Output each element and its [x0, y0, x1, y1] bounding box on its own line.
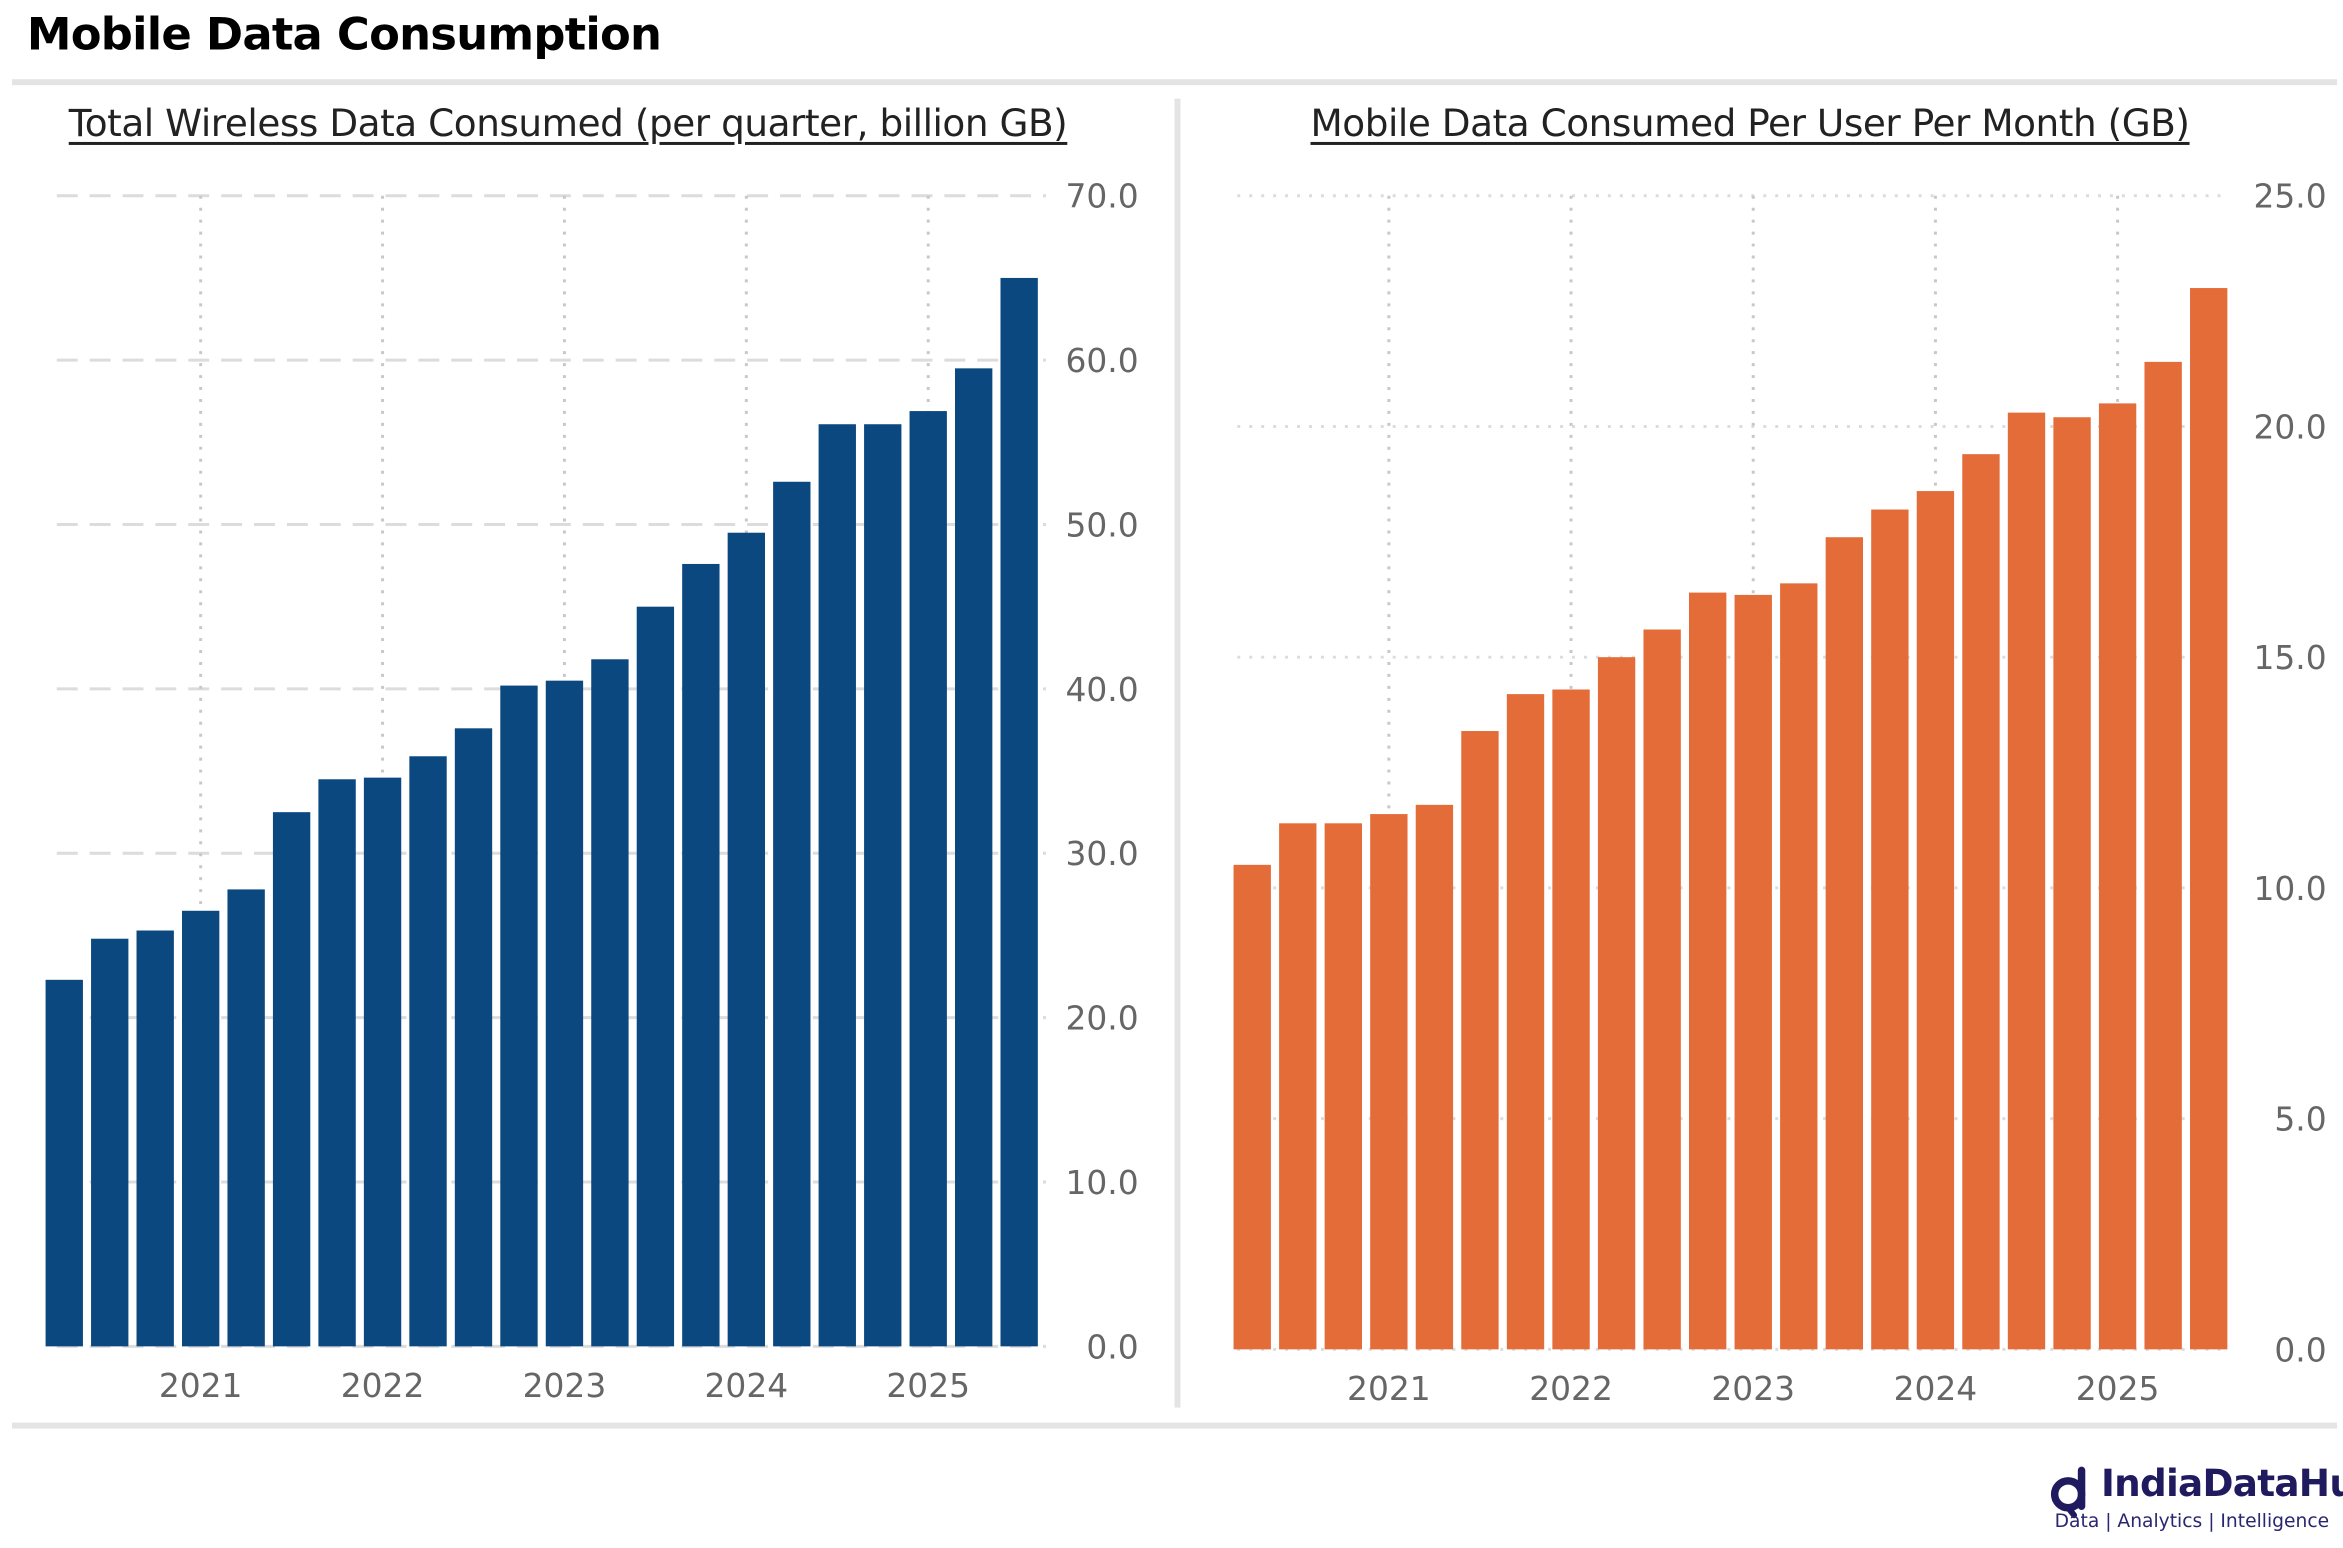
left-bar — [45, 979, 83, 1347]
bottom-divider — [11, 1422, 2338, 1429]
right-x-tick-label: 2024 — [1894, 1369, 1978, 1408]
right-bar — [1643, 629, 1681, 1350]
right-y-tick-label: 5.0 — [2274, 1100, 2326, 1139]
left-bar — [91, 938, 129, 1347]
left-y-tick-label: 20.0 — [1065, 999, 1138, 1038]
left-bar — [272, 812, 311, 1347]
right-bar — [1370, 814, 1408, 1350]
left-bar — [136, 930, 174, 1347]
right-x-tick-label: 2025 — [2076, 1369, 2160, 1408]
right-y-tick-label: 15.0 — [2253, 638, 2326, 677]
right-y-tick-label: 10.0 — [2253, 869, 2326, 908]
right-bar — [1780, 583, 1818, 1350]
left-bar — [636, 606, 675, 1347]
right-x-tick-label: 2021 — [1347, 1369, 1431, 1408]
left-y-tick-label: 30.0 — [1065, 834, 1138, 873]
left-bar — [318, 779, 356, 1347]
right-bar — [2007, 412, 2046, 1350]
left-y-tick-label: 70.0 — [1065, 177, 1138, 216]
right-y-tick-label: 0.0 — [2274, 1330, 2326, 1369]
left-bar — [682, 563, 720, 1347]
left-x-tick-label: 2024 — [705, 1366, 789, 1405]
left-bar — [591, 659, 629, 1347]
logo-tagline: Data | Analytics | Intelligence — [2054, 1509, 2330, 1532]
right-bar — [2190, 288, 2228, 1350]
right-bar — [1916, 491, 1955, 1350]
right-bar — [1689, 592, 1727, 1350]
left-bar — [181, 910, 220, 1347]
left-bar — [454, 728, 493, 1347]
right-bar — [1552, 689, 1590, 1350]
left-bar — [818, 424, 856, 1347]
right-bar — [1734, 594, 1772, 1350]
right-bar — [1597, 657, 1636, 1350]
right-x-tick-label: 2022 — [1529, 1369, 1613, 1408]
left-bar — [409, 756, 447, 1347]
page-title: Mobile Data Consumption — [26, 8, 662, 62]
left-y-tick-label: 40.0 — [1065, 670, 1138, 709]
left-x-tick-label: 2023 — [523, 1366, 607, 1405]
left-chart-title: Total Wireless Data Consumed (per quarte… — [68, 101, 1068, 145]
right-bar — [1324, 823, 1362, 1350]
right-bar — [2053, 417, 2091, 1350]
left-bar — [227, 889, 265, 1347]
logo-name: IndiaDataHub — [2100, 1461, 2343, 1505]
right-bar — [1825, 537, 1864, 1350]
top-divider — [11, 79, 2338, 86]
left-x-tick-label: 2022 — [341, 1366, 425, 1405]
right-y-tick-label: 20.0 — [2253, 407, 2326, 446]
right-x-tick-label: 2023 — [1711, 1369, 1795, 1408]
left-y-tick-label: 60.0 — [1065, 341, 1138, 380]
left-y-tick-label: 10.0 — [1065, 1163, 1138, 1202]
left-bar — [773, 481, 811, 1347]
left-y-tick-label: 50.0 — [1065, 505, 1138, 544]
left-bar — [909, 411, 947, 1347]
left-bar — [363, 777, 402, 1347]
right-bar — [1506, 694, 1545, 1350]
vertical-divider — [1174, 98, 1181, 1408]
right-bar — [1233, 864, 1271, 1350]
right-bar — [1415, 804, 1454, 1350]
right-bar — [1461, 731, 1499, 1350]
left-x-tick-label: 2021 — [159, 1366, 243, 1405]
left-bar — [864, 424, 902, 1347]
right-bar — [2144, 361, 2182, 1350]
right-y-tick-label: 25.0 — [2253, 177, 2326, 216]
left-bar — [1000, 277, 1038, 1347]
india-data-hub-logo: IndiaDataHub Data | Analytics | Intellig… — [2041, 1458, 2343, 1542]
right-bar — [1871, 509, 1909, 1350]
left-y-tick-label: 0.0 — [1086, 1327, 1138, 1366]
right-bar — [2098, 403, 2137, 1350]
left-bar — [545, 680, 584, 1347]
left-bar — [955, 368, 993, 1347]
logo-icon — [2050, 1466, 2086, 1519]
right-bar — [1962, 454, 2000, 1350]
left-bar — [727, 532, 766, 1347]
left-x-tick-label: 2025 — [886, 1366, 970, 1405]
left-bar — [500, 685, 538, 1347]
right-chart-title: Mobile Data Consumed Per User Per Month … — [1310, 101, 2190, 145]
right-bar — [1279, 823, 1317, 1350]
